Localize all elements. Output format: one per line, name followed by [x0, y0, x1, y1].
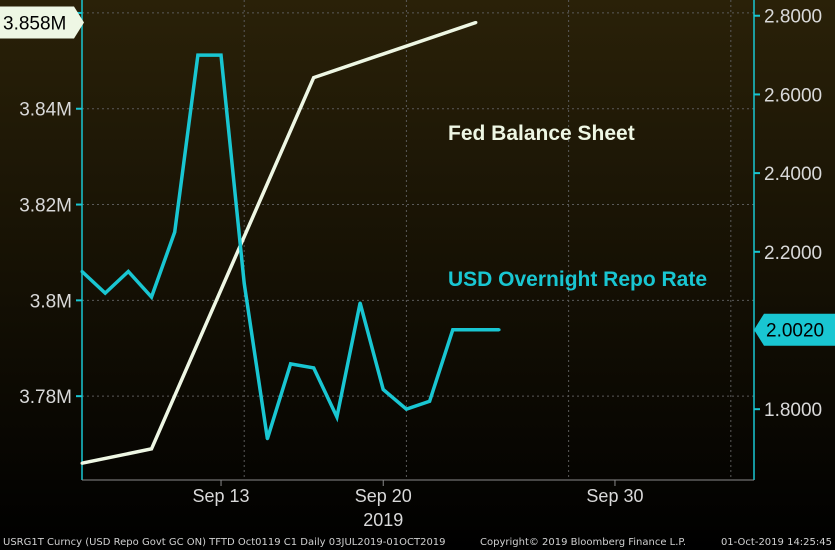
- footer-right: 01-Oct-2019 14:25:45: [721, 537, 832, 548]
- series-layer: [80, 20, 501, 465]
- right-tick-label: 2.6000: [764, 85, 822, 106]
- series-point-1: [381, 388, 385, 392]
- left-tick-label: 3.78M: [19, 387, 72, 408]
- footer-left: USRG1T Curncy (USD Repo Govt GC ON) TFTD…: [3, 537, 446, 548]
- right-tick-label: 2.4000: [764, 164, 822, 185]
- series-point-1: [312, 366, 316, 370]
- series-point-0: [80, 461, 84, 465]
- right-tick-label: 1.8000: [764, 400, 822, 421]
- footer: USRG1T Curncy (USD Repo Govt GC ON) TFTD…: [3, 537, 832, 548]
- series-point-1: [150, 295, 154, 299]
- x-tick-label: Sep 13: [193, 486, 250, 506]
- labels-layer: Fed Balance Sheet USD Overnight Repo Rat…: [448, 122, 707, 291]
- series-point-1: [335, 415, 339, 419]
- series-point-0: [150, 447, 154, 451]
- left-tick-label: 3.82M: [19, 196, 72, 217]
- series-point-1: [80, 269, 84, 273]
- series-point-1: [173, 230, 177, 234]
- x-tick-label: Sep 30: [586, 486, 643, 506]
- series-point-1: [126, 269, 130, 273]
- badge-usd-repo-rate-label: 2.0020: [766, 321, 824, 342]
- right-tick-label: 2.2000: [764, 243, 822, 264]
- left-tick-label: 3.8M: [30, 291, 72, 312]
- series-point-1: [289, 362, 293, 366]
- x-year-label: 2019: [363, 510, 403, 530]
- axes: 3.78M3.8M3.82M3.84M3.86M1.80002.00002.20…: [19, 0, 822, 530]
- left-tick-label: 3.84M: [19, 100, 72, 121]
- series-point-1: [451, 328, 455, 332]
- series-point-1: [265, 437, 269, 441]
- series-point-1: [497, 328, 501, 332]
- last-value-badges: 3.858M 2.0020: [0, 6, 835, 346]
- series-point-1: [196, 53, 200, 57]
- x-tick-label: Sep 20: [355, 486, 412, 506]
- series-line-0: [81, 20, 477, 465]
- series-point-1: [219, 53, 223, 57]
- badge-usd-repo-rate: [754, 313, 835, 346]
- right-tick-label: 2.8000: [764, 7, 822, 28]
- badge-fed-balance-sheet: [0, 6, 84, 39]
- series-point-1: [358, 301, 362, 305]
- badge-fed-balance-sheet-label: 3.858M: [3, 14, 66, 35]
- footer-center: Copyright© 2019 Bloomberg Finance L.P.: [480, 537, 686, 548]
- series-point-0: [474, 21, 478, 25]
- series-point-1: [474, 328, 478, 332]
- series-point-1: [242, 281, 246, 285]
- series-point-0: [312, 76, 316, 80]
- series-point-1: [404, 407, 408, 411]
- series-label-usd-repo-rate: USD Overnight Repo Rate: [448, 268, 707, 291]
- series-point-1: [103, 291, 107, 295]
- series-label-fed-balance-sheet: Fed Balance Sheet: [448, 122, 635, 145]
- series-point-1: [428, 399, 432, 403]
